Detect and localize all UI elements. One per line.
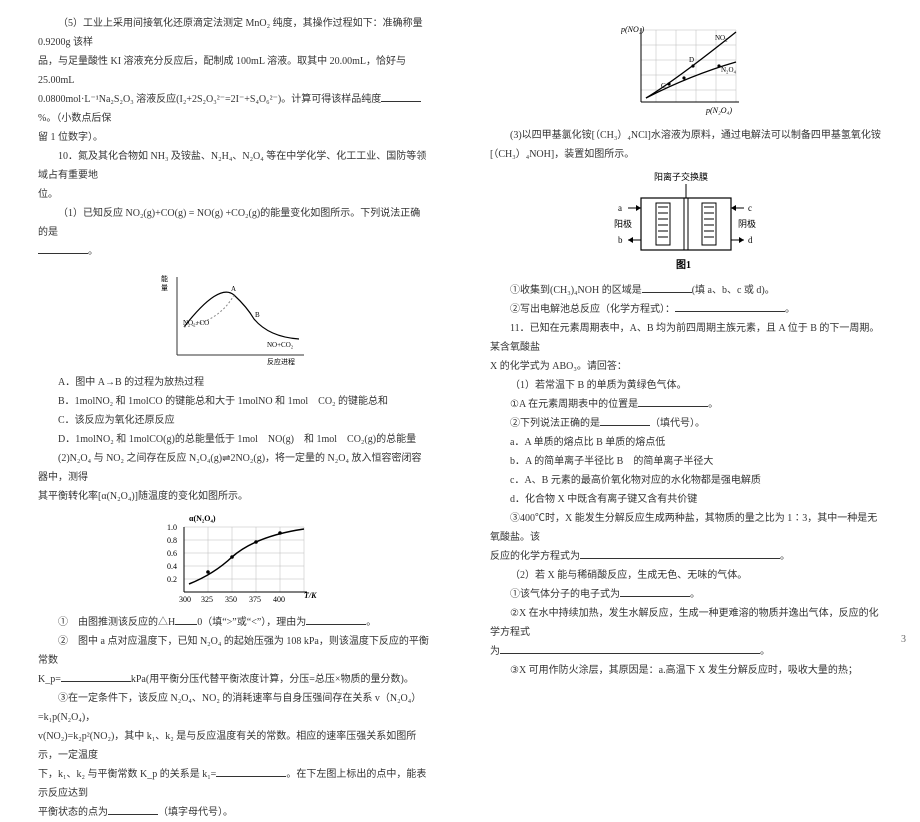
blank-elec	[620, 587, 690, 597]
blank-answer-1	[38, 244, 88, 254]
svg-text:阴极: 阴极	[738, 218, 756, 229]
svg-text:p(N₂O₄): p(N₂O₄)	[705, 106, 732, 115]
q10b: 位。	[38, 185, 430, 204]
svg-text:d: d	[748, 235, 753, 245]
q2-2b: K_p=kPa(用平衡分压代替平衡浓度计算，分压=总压×物质的量分数)。	[38, 670, 430, 689]
energy-diagram: 能 量 NO₂+CO A B NO+CO₂ 反应进程	[38, 267, 430, 367]
svg-text:0.8: 0.8	[167, 536, 177, 545]
q2-3b: v(NO₂)=k₂p²(NO₂)，其中 k₁、k₂ 是与反应温度有关的常数。相应…	[38, 727, 430, 765]
opt-d: d．化合物 X 中既含有离子键又含有共价键	[490, 490, 882, 509]
svg-text:a: a	[618, 203, 622, 213]
svg-text:NO+CO₂: NO+CO₂	[267, 341, 294, 349]
blank-region	[642, 283, 692, 293]
blank-k1	[216, 767, 286, 777]
blank-correct	[600, 416, 650, 426]
right-column: NO₂ C D N₂O₄ p(NO₂) p(N₂O₄) (3)以四甲基氯化铵[（C…	[460, 0, 920, 651]
q2-3d: 平衡状态的点为（填字母代号）。	[38, 803, 430, 822]
q11b: X 的化学式为 ABO₃。请回答：	[490, 357, 882, 376]
svg-text:c: c	[748, 203, 752, 213]
q2-3c: 下，k₁、k₂ 与平衡常数 K_p 的关系是 k₁=。在下左图上标出的点中，能表…	[38, 765, 430, 803]
blank-purity	[381, 92, 421, 102]
svg-text:能: 能	[161, 274, 168, 283]
blank-point	[108, 805, 158, 815]
svg-text:0.4: 0.4	[167, 562, 177, 571]
rate-chart: NO₂ C D N₂O₄ p(NO₂) p(N₂O₄)	[490, 20, 882, 120]
opt-b: b．A 的简单离子半径比 B 的简单离子半径大	[490, 452, 882, 471]
q10-2a: (2)N₂O₄ 与 NO₂ 之间存在反应 N₂O₄(g)⇌2NO₂(g)，将一定…	[38, 449, 430, 487]
q11-2bb: 为。	[490, 642, 882, 661]
q11-2c: ③X 可用作防火涂层，其原因是：a.高温下 X 发生分解反应时，吸收大量的热；	[490, 661, 882, 680]
opt-c: c．A、B 元素的最高价氧化物对应的水化物都是强电解质	[490, 471, 882, 490]
svg-text:350: 350	[225, 595, 237, 604]
svg-text:NO₂+CO: NO₂+CO	[183, 319, 209, 327]
para-5b: 品，与足量酸性 KI 溶液充分反应后，配制成 100mL 溶液。取其中 20.0…	[38, 52, 430, 90]
blank-eq	[675, 302, 785, 312]
option-a: A．图中 A→B 的过程为放热过程	[38, 373, 430, 392]
svg-text:B: B	[255, 311, 260, 319]
blank-eq3	[500, 644, 760, 654]
blank-pos	[638, 397, 708, 407]
svg-text:1.0: 1.0	[167, 523, 177, 532]
q11-3a: ③400℃时，X 能发生分解反应生成两种盐，其物质的量之比为 1∶3，其中一种是…	[490, 509, 882, 547]
q11-2a: ①该气体分子的电子式为。	[490, 585, 882, 604]
svg-text:D: D	[689, 56, 694, 64]
svg-text:T/K: T/K	[304, 591, 317, 600]
electrolysis-diagram: 阳离子交换膜 a b c d 阳极 阴极 图1	[490, 170, 882, 275]
q11-1a: ①A 在元素周期表中的位置是。	[490, 395, 882, 414]
q10-1b: 。	[38, 242, 430, 261]
svg-text:0.6: 0.6	[167, 549, 177, 558]
svg-text:300: 300	[179, 595, 191, 604]
svg-text:A: A	[231, 285, 236, 293]
option-d: D．1molNO₂ 和 1molCO(g)的总能量低于 1mol NO(g) 和…	[38, 430, 430, 449]
svg-text:375: 375	[249, 595, 261, 604]
svg-text:NO₂: NO₂	[715, 34, 728, 42]
para-5c: 0.0800mol·L⁻¹Na₂S₂O₃ 溶液反应(I₂+2S₂O₃²⁻=2I⁻…	[38, 90, 430, 128]
q10-2b: 其平衡转化率[α(N₂O₄)]随温度的变化如图所示。	[38, 487, 430, 506]
q2-3a: ③在一定条件下，该反应 N₂O₄、NO₂ 的消耗速率与自身压强间存在关系 v（N…	[38, 689, 430, 727]
svg-text:图1: 图1	[676, 259, 691, 271]
q11-1b: ②下列说法正确的是（填代号）。	[490, 414, 882, 433]
q11-1: （1）若常温下 B 的单质为黄绿色气体。	[490, 376, 882, 395]
svg-text:阳离子交换膜: 阳离子交换膜	[654, 171, 708, 182]
svg-text:量: 量	[161, 284, 168, 292]
svg-text:阳极: 阳极	[614, 218, 632, 229]
blank-reason	[306, 615, 366, 625]
q3-1: ①收集到(CH₃)₄NOH 的区域是(填 a、b、c 或 d)。	[490, 281, 882, 300]
q3-2: ②写出电解池总反应（化学方程式）：。	[490, 300, 882, 319]
left-column: （5）工业上采用间接氧化还原滴定法测定 MnO₂ 纯度，其操作过程如下：准确称量…	[0, 0, 460, 651]
option-c: C．该反应为氧化还原反应	[38, 411, 430, 430]
opt-a: a．A 单质的熔点比 B 单质的熔点低	[490, 433, 882, 452]
blank-eq2	[580, 549, 780, 559]
blank-dh	[175, 615, 197, 625]
q10: 10．氮及其化合物如 NH₃ 及铵盐、N₂H₄、N₂O₄ 等在中学化学、化工工业…	[38, 147, 430, 185]
q11-2ba: ②X 在水中持续加热，发生水解反应，生成一种更难溶的物质并逸出气体，反应的化学方…	[490, 604, 882, 642]
alpha-chart: α(N₂O₄) 1.00.8 0.60.4 0.2 300325 350375 …	[38, 512, 430, 607]
q3a: (3)以四甲基氯化铵[（CH₃）₄NCl]水溶液为原料，通过电解法可以制备四甲基…	[490, 126, 882, 145]
option-b: B．1molNO₂ 和 1molCO 的键能总和大于 1molNO 和 1mol…	[38, 392, 430, 411]
svg-text:α(N₂O₄): α(N₂O₄)	[189, 514, 216, 523]
q11-2: （2）若 X 能与稀硝酸反应，生成无色、无味的气体。	[490, 566, 882, 585]
q11-3b: 反应的化学方程式为。	[490, 547, 882, 566]
q3b: [（CH₃）₄NOH]，装置如图所示。	[490, 145, 882, 164]
page-number: 3	[901, 634, 906, 645]
svg-text:p(NO₂): p(NO₂)	[621, 25, 645, 34]
q2-1: ① 由图推测该反应的△H0（填“>”或“<”），理由为。	[38, 613, 430, 632]
blank-kp	[61, 672, 131, 682]
svg-text:C: C	[661, 82, 666, 90]
q11a: 11．已知在元素周期表中，A、B 均为前四周期主族元素，且 A 位于 B 的下一…	[490, 319, 882, 357]
svg-text:反应进程: 反应进程	[267, 357, 295, 366]
svg-text:325: 325	[201, 595, 213, 604]
para-5d: 留 1 位数字）。	[38, 128, 430, 147]
q10-1: （1）已知反应 NO₂(g)+CO(g) = NO(g) +CO₂(g)的能量变…	[38, 204, 430, 242]
svg-text:400: 400	[273, 595, 285, 604]
svg-text:N₂O₄: N₂O₄	[721, 66, 737, 74]
q2-2a: ② 图中 a 点对应温度下，已知 N₂O₄ 的起始压强为 108 kPa，则该温…	[38, 632, 430, 670]
para-5: （5）工业上采用间接氧化还原滴定法测定 MnO₂ 纯度，其操作过程如下：准确称量…	[38, 14, 430, 52]
svg-text:b: b	[618, 235, 623, 245]
svg-text:0.2: 0.2	[167, 575, 177, 584]
